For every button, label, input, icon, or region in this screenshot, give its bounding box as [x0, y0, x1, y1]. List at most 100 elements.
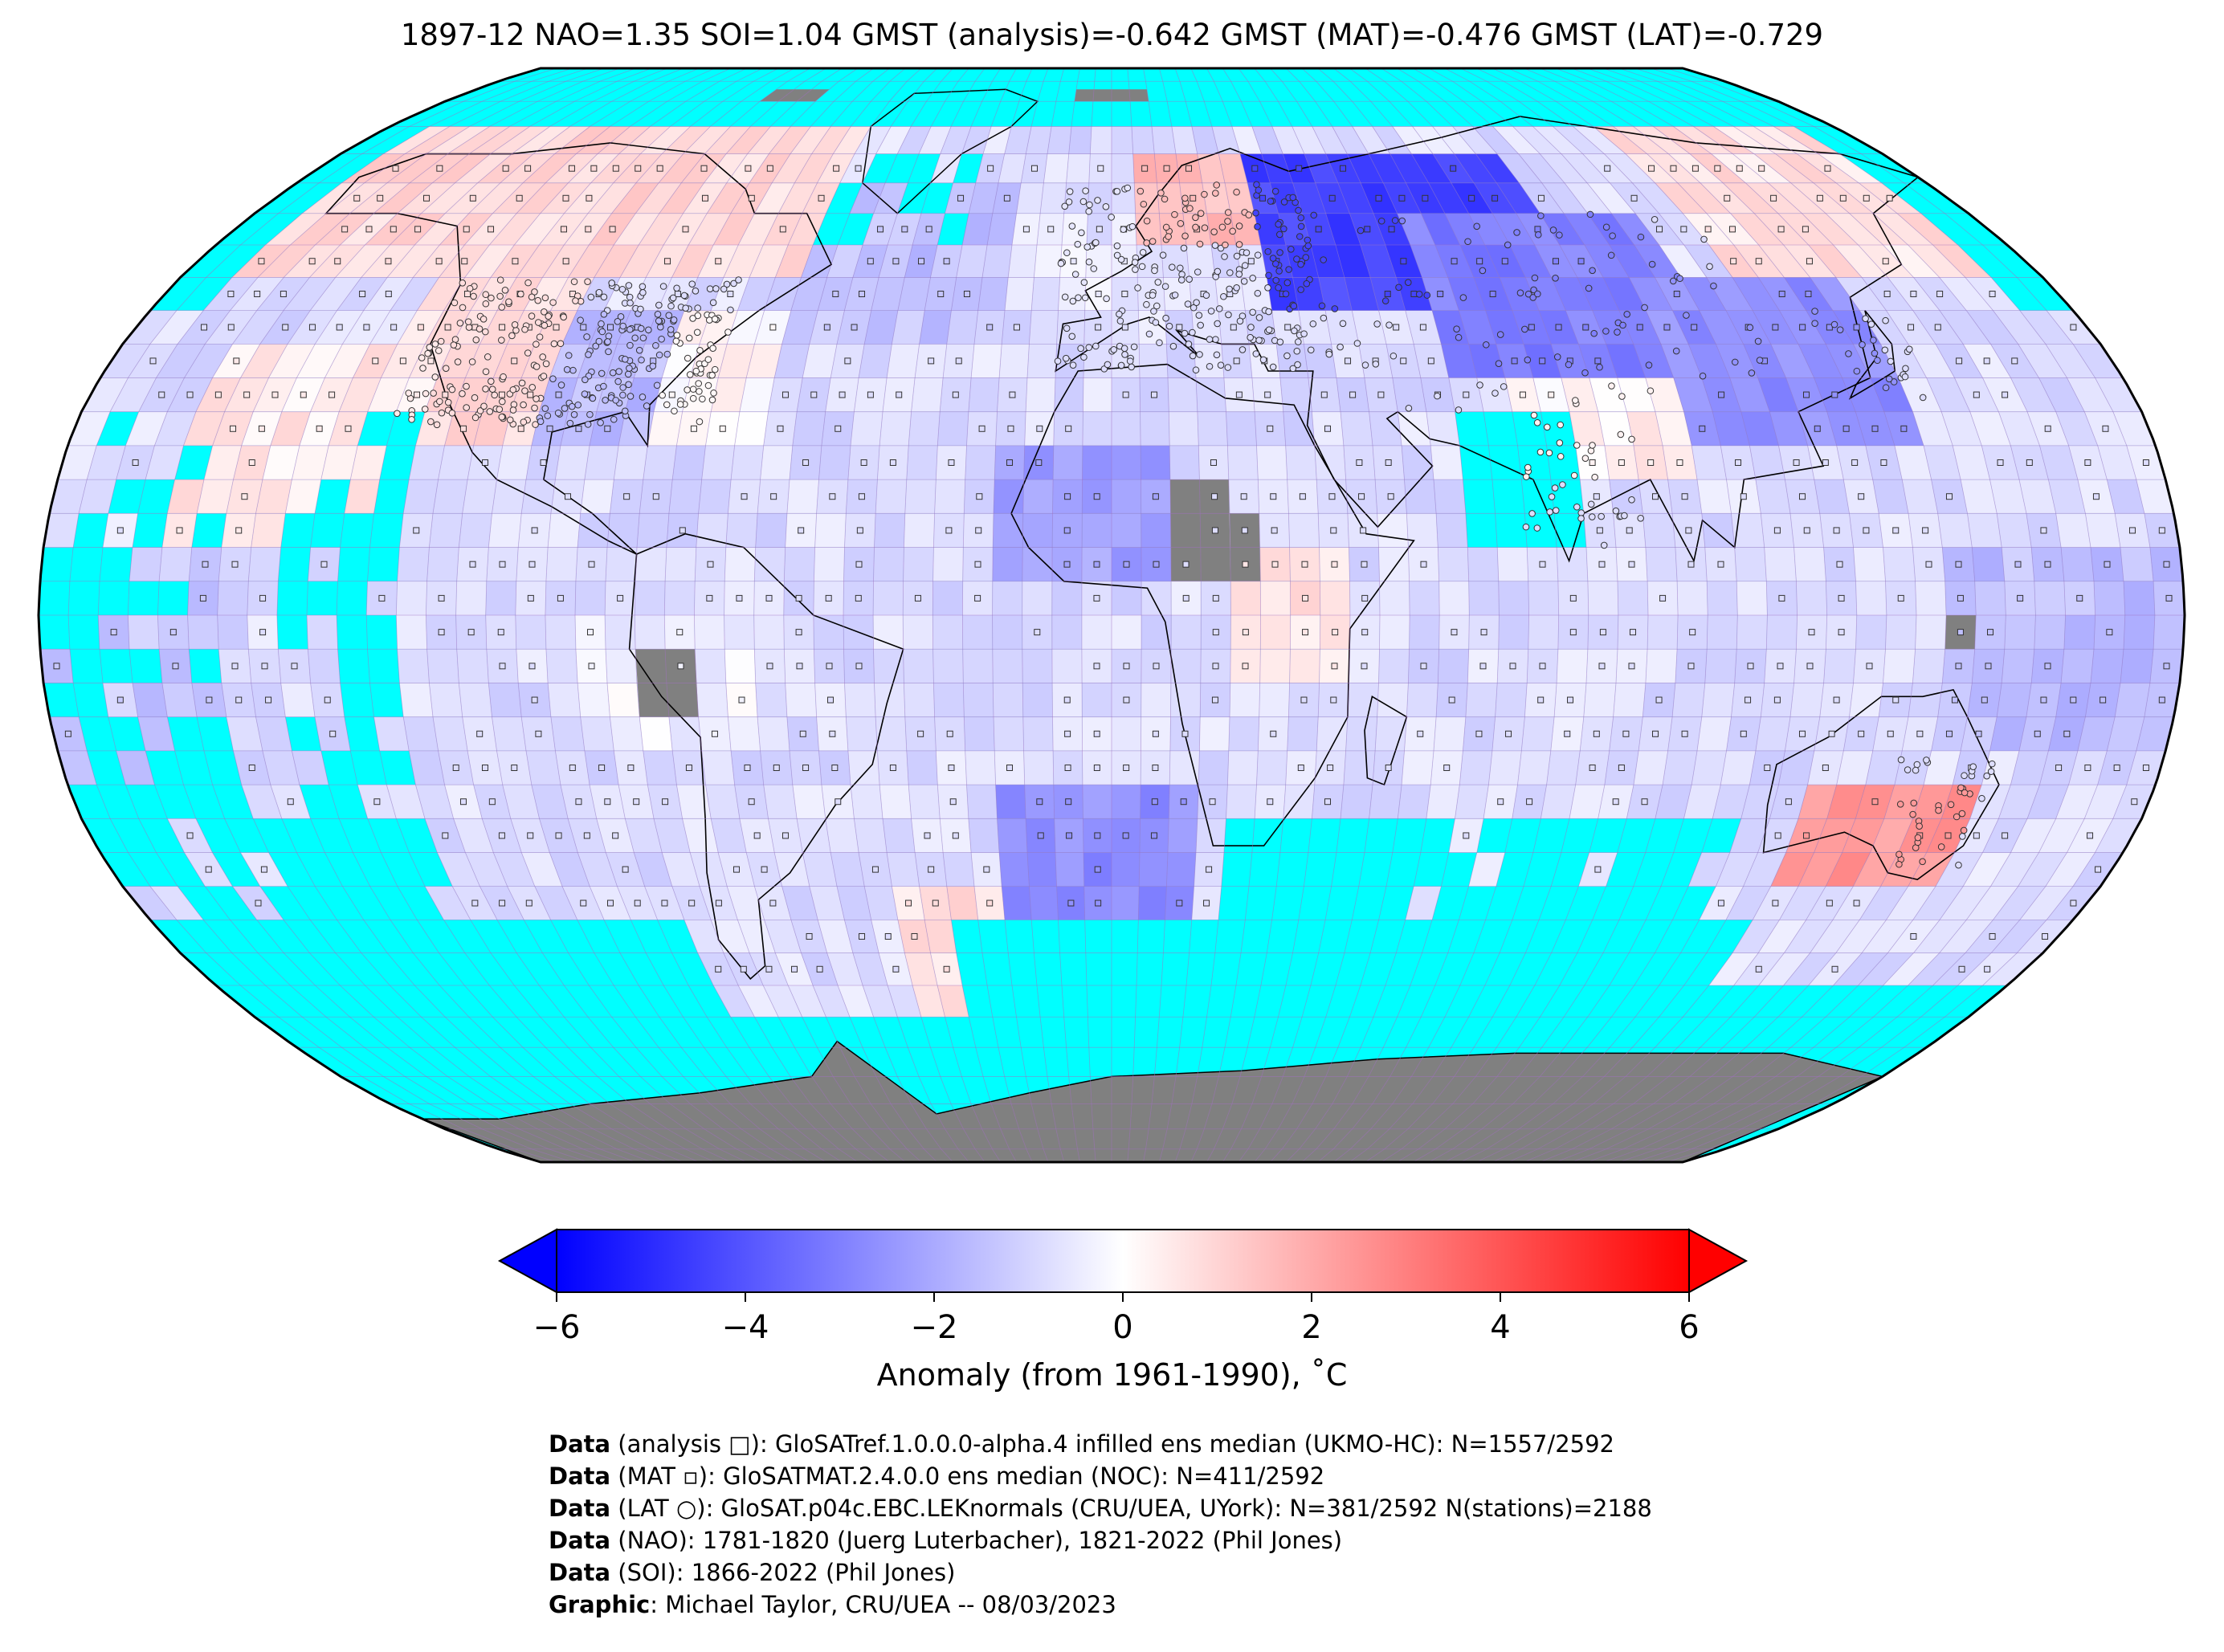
- anomaly-cell: [1915, 581, 1947, 615]
- anomaly-cell: [879, 785, 912, 819]
- anomaly-cell: [1002, 886, 1032, 920]
- obs-marker: [1141, 165, 1149, 172]
- anomaly-cell: [1186, 245, 1215, 278]
- anomaly-cell: [397, 649, 430, 683]
- obs-marker: [1569, 629, 1577, 636]
- anomaly-cell: [1993, 310, 2046, 345]
- obs-marker: [1539, 663, 1546, 670]
- station-marker: [1289, 365, 1297, 373]
- anomaly-cell: [1271, 126, 1304, 154]
- anomaly-cell: [1753, 126, 1818, 154]
- anomaly-cell: [437, 852, 480, 887]
- obs-marker: [1064, 730, 1071, 737]
- anomaly-cell: [1683, 245, 1732, 278]
- station-marker: [1192, 223, 1199, 231]
- station-marker: [482, 385, 489, 393]
- obs-marker: [498, 391, 505, 398]
- anomaly-cell: [2010, 818, 2056, 853]
- obs-marker: [816, 965, 823, 973]
- station-marker: [1492, 390, 1499, 397]
- station-marker: [667, 325, 675, 333]
- station-marker: [1143, 239, 1150, 247]
- anomaly-cell: [1967, 513, 2002, 548]
- obs-marker: [2040, 696, 2047, 704]
- anomaly-cell: [1645, 649, 1678, 683]
- obs-marker: [1063, 527, 1071, 534]
- anomaly-cell: [1043, 153, 1069, 183]
- obs-marker: [110, 629, 117, 636]
- station-marker: [689, 385, 697, 393]
- obs-marker: [1267, 425, 1274, 432]
- anomaly-cell: [1573, 126, 1626, 154]
- station-marker: [597, 418, 604, 426]
- obs-marker: [1121, 291, 1128, 298]
- obs-marker: [1034, 629, 1041, 636]
- anomaly-cell: [462, 479, 497, 514]
- station-marker: [572, 297, 579, 304]
- obs-marker: [677, 663, 684, 670]
- obs-marker: [795, 594, 802, 602]
- anomaly-cell: [1853, 547, 1886, 581]
- anomaly-cell: [1230, 581, 1261, 615]
- station-marker: [1159, 251, 1167, 259]
- footer-line: Data (LAT ○): GloSAT.p04c.EBC.LEKnormals…: [549, 1495, 1652, 1522]
- station-marker: [1069, 297, 1077, 305]
- obs-marker: [1035, 459, 1043, 467]
- anomaly-cell: [1532, 126, 1583, 154]
- obs-marker: [1599, 629, 1606, 636]
- anomaly-cell: [344, 479, 380, 514]
- obs-marker: [1211, 493, 1218, 500]
- station-marker: [598, 320, 605, 328]
- obs-marker: [1036, 798, 1043, 806]
- anomaly-cell: [997, 818, 1027, 853]
- station-marker: [1628, 435, 1635, 443]
- station-marker: [1596, 363, 1603, 371]
- station-marker: [653, 381, 661, 390]
- obs-marker: [1451, 258, 1458, 265]
- station-marker: [1882, 316, 1889, 324]
- anomaly-cell: [1604, 153, 1655, 183]
- anomaly-cell: [1335, 245, 1371, 278]
- grid-meridian: [157, 68, 605, 1162]
- station-marker: [1220, 292, 1227, 300]
- obs-marker: [1150, 391, 1157, 398]
- station-marker: [1896, 800, 1904, 808]
- obs-marker: [438, 594, 445, 602]
- station-marker: [602, 397, 609, 404]
- station-marker: [639, 289, 647, 296]
- station-marker: [1570, 471, 1578, 479]
- obs-marker: [1489, 291, 1496, 298]
- obs-marker: [1093, 561, 1100, 568]
- station-marker: [1063, 324, 1071, 332]
- station-marker: [1559, 481, 1566, 488]
- obs-marker: [779, 226, 786, 233]
- anomaly-cell: [526, 750, 561, 785]
- obs-marker: [943, 258, 950, 265]
- anomaly-cell: [403, 716, 439, 751]
- station-marker: [1373, 320, 1381, 328]
- station-marker: [1598, 512, 1605, 520]
- obs-marker: [1475, 730, 1483, 737]
- obs-marker: [1122, 391, 1129, 398]
- obs-marker: [1548, 391, 1555, 398]
- anomaly-cell: [1169, 411, 1199, 446]
- anomaly-cell: [549, 344, 590, 378]
- anomaly-cell: [1849, 213, 1908, 245]
- obs-marker: [1785, 798, 1792, 806]
- anomaly-cell: [724, 547, 756, 581]
- station-marker: [685, 334, 693, 342]
- anomaly-cell: [387, 245, 440, 278]
- station-marker: [501, 287, 509, 294]
- anomaly-cell: [605, 615, 636, 650]
- obs-marker: [1267, 798, 1274, 806]
- station-marker: [1226, 269, 1234, 276]
- station-marker: [1381, 297, 1389, 304]
- anomaly-cell: [2095, 818, 2142, 853]
- anomaly-cell: [1798, 852, 1842, 887]
- anomaly-cell: [606, 649, 637, 683]
- anomaly-cell: [1633, 344, 1674, 378]
- grid-meridian: [1317, 68, 1500, 1162]
- anomaly-cell: [1613, 126, 1669, 154]
- station-marker: [689, 315, 696, 322]
- anomaly-cell: [1090, 126, 1112, 154]
